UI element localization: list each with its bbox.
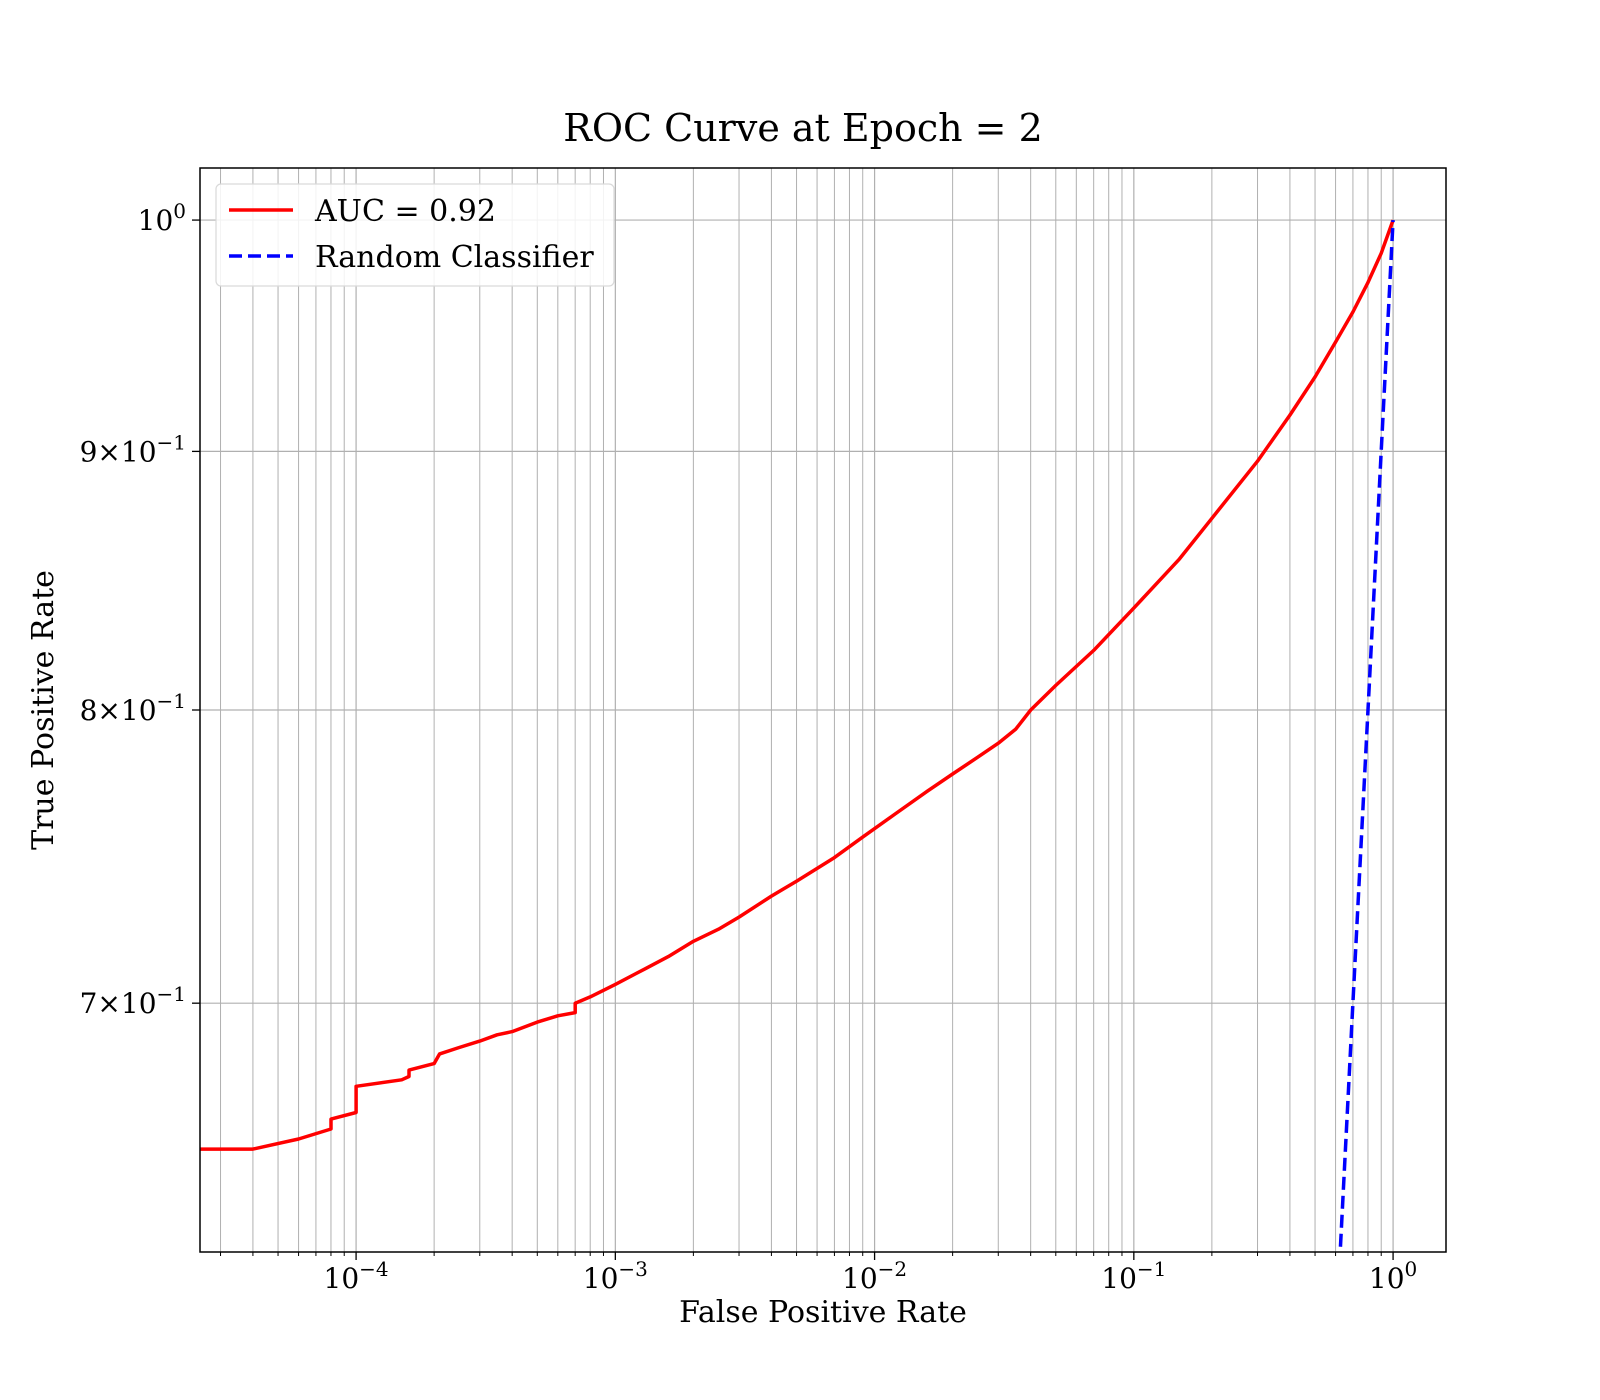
x-tick-label: 100 [1369, 1257, 1417, 1295]
legend-label-auc: AUC = 0.92 [314, 194, 496, 229]
x-tick-labels: 10−4 10−3 10−2 10−1 100 [324, 1257, 1418, 1295]
chart-title: ROC Curve at Epoch = 2 [563, 106, 1043, 150]
grid-layer [192, 168, 1446, 1260]
legend-label-random: Random Classifier [315, 240, 594, 275]
y-tick-labels: 100 9×10−1 8×10−1 7×10−1 [80, 199, 186, 1020]
series-layer [200, 219, 1395, 1252]
legend: AUC = 0.92 Random Classifier [215, 183, 615, 287]
y-tick-label: 9×10−1 [80, 430, 186, 468]
series-line-0 [200, 219, 1395, 1151]
y-tick-label: 7×10−1 [80, 982, 186, 1020]
x-tick-label: 10−1 [1101, 1257, 1166, 1295]
x-tick-label: 10−4 [324, 1257, 389, 1295]
legend-box [215, 183, 615, 287]
y-tick-label: 100 [138, 199, 186, 237]
x-tick-label: 10−3 [583, 1257, 648, 1295]
series-line-1 [1338, 220, 1395, 1252]
plot-frame [199, 167, 1447, 1253]
y-tick-label: 8×10−1 [80, 689, 186, 727]
x-tick-label: 10−2 [842, 1257, 907, 1295]
x-axis-label: False Positive Rate [679, 1295, 967, 1330]
y-axis-label: True Positive Rate [26, 570, 61, 850]
